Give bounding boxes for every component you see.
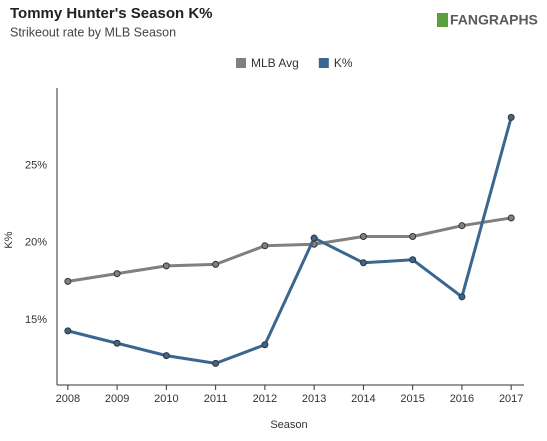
y-axis-title: K% [3,231,15,248]
y-tick-label: 20% [25,237,47,249]
point [409,256,417,264]
x-tick-label: 2016 [450,393,474,405]
logo-icon [437,13,448,27]
legend-label: K% [334,56,353,70]
x-tick-label: 2009 [105,393,129,405]
point [261,242,269,250]
line [67,116,513,365]
legend-swatch [318,58,329,68]
point [507,214,515,222]
x-tick-label: 2013 [302,393,326,405]
point [113,270,121,278]
point [359,233,367,240]
x-tick-label: 2012 [253,393,277,405]
chart-title: Tommy Hunter's Season K% [10,5,213,22]
point [212,260,220,268]
x-tick-label: 2017 [499,393,523,405]
line [67,216,512,283]
y-tick-label: 25% [25,159,47,171]
point [507,113,515,121]
point [64,277,72,285]
point [64,327,72,335]
legend-label: MLB Avg [251,56,299,70]
x-tick-label: 2008 [56,393,80,405]
x-tick-label: 2014 [351,393,375,405]
point [458,293,466,301]
point [409,233,417,240]
x-tick-label: 2015 [400,393,424,405]
chart-subtitle: Strikeout rate by MLB Season [10,25,176,39]
y-tick-label: 15% [25,314,47,326]
x-tick-label: 2010 [154,393,178,405]
point [458,222,466,230]
point [359,259,367,267]
point [212,359,220,367]
point [310,234,318,242]
x-axis-title: Season [270,419,307,431]
point [162,352,170,360]
x-tick-label: 2011 [204,393,228,405]
point [162,262,170,270]
point [113,339,121,347]
legend-swatch [236,58,246,68]
point [261,341,269,349]
logo: FANGRAPHS [450,12,538,28]
